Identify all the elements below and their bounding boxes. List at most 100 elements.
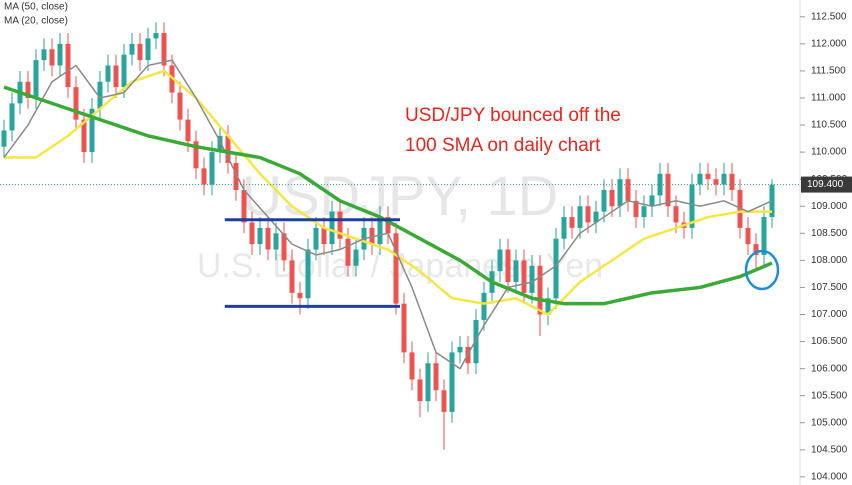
candle-body [593,211,599,223]
candle-body [385,217,391,234]
y-tick-label: 105.000 [811,417,848,428]
y-tick-label: 106.000 [811,363,848,374]
candle-body [721,173,727,185]
candle-body [137,43,143,61]
candle-body [177,92,183,120]
y-tick-label: 104.500 [811,444,848,455]
candle-body [713,179,719,185]
candle-body [289,260,295,293]
candle-body [97,81,103,109]
candle-body [57,43,63,66]
candle-body [337,211,343,239]
candle-body [313,227,319,250]
y-tick-label: 105.500 [811,390,848,401]
candle-body [105,65,111,82]
candle-body [433,363,439,391]
candle-body [577,206,583,228]
candle-body [697,173,703,185]
annotation: 100 SMA on daily chart [405,135,601,156]
candle-body [585,206,591,223]
candle-body [129,43,135,55]
candle-body [65,43,71,88]
candle-body [193,141,199,169]
candle-body [609,189,615,207]
price-tag-label: 109.400 [807,179,844,190]
candle-body [673,206,679,223]
candle-body [225,135,231,163]
candle-body [353,249,359,266]
y-tick-label: 111.000 [811,93,846,104]
moving-average [3,85,773,306]
candle-body [409,352,415,380]
candle-body [417,379,423,402]
y-tick-label: 112.000 [811,38,847,49]
candle-body [441,390,447,412]
y-tick-label: 106.500 [811,336,848,347]
candle-body [369,227,375,245]
candle-body [49,49,55,66]
candle-body [81,119,87,153]
candle-body [257,227,263,245]
moving-average [3,59,773,370]
candle-body [25,81,31,98]
candle-body [553,238,559,299]
candle-body [201,168,207,185]
candle-body [601,189,607,212]
candle-body [265,227,271,250]
candle-body [273,233,279,250]
candle-body [281,233,287,261]
y-tick-label: 112.500 [811,11,847,22]
y-tick-label: 111.500 [811,66,846,77]
candle-body [633,200,639,218]
candle-body [561,217,567,239]
candle-body [529,265,535,293]
candle-body [617,179,623,207]
candle-body [481,292,487,320]
candle-body [401,303,407,353]
candle-body [761,217,767,255]
candle-body [41,49,47,61]
price-tag [801,176,852,193]
candle-body [329,211,335,245]
candle-body [745,227,751,245]
candle-body [753,244,759,255]
candle-body [449,352,455,412]
y-tick-label: 110.500 [811,120,847,131]
candle-body [89,108,95,153]
candle-body [297,292,303,299]
candle-body [457,346,463,353]
y-tick-label: 107.000 [811,309,848,320]
candle-body [705,173,711,180]
candle-body [521,260,527,293]
candle-body [73,87,79,120]
annotation: USD/JPY bounced off the [405,105,621,126]
legend-entry: MA (20, close) [4,16,68,27]
y-tick-label: 108.500 [811,228,848,239]
candle-body [625,179,631,201]
candle-body [305,249,311,299]
candle-body [1,130,7,147]
candle-body [161,33,167,66]
candle-body [425,363,431,402]
candle-body [737,189,743,228]
y-tick-label: 104.000 [811,472,848,483]
y-tick-label: 110.000 [811,147,847,158]
candle-body [377,217,383,245]
candle-body [729,173,735,190]
legend-entry: MA (50, close) [4,2,68,13]
candle-body [217,135,223,153]
candle-body [185,119,191,142]
watermark-subtitle: U.S. Dollar / Japanese Yen [197,247,603,285]
highlight-circle [744,249,780,291]
candle-body [121,54,127,88]
candle-body [537,265,543,315]
candle-body [145,38,151,61]
moving-average [4,69,772,317]
candle-body [33,60,39,98]
candle-body [473,319,479,364]
candle-body [249,222,255,245]
candle-body [241,189,247,223]
watermark-title: USDJPY, 1D [242,164,558,227]
candle-body [497,249,503,272]
